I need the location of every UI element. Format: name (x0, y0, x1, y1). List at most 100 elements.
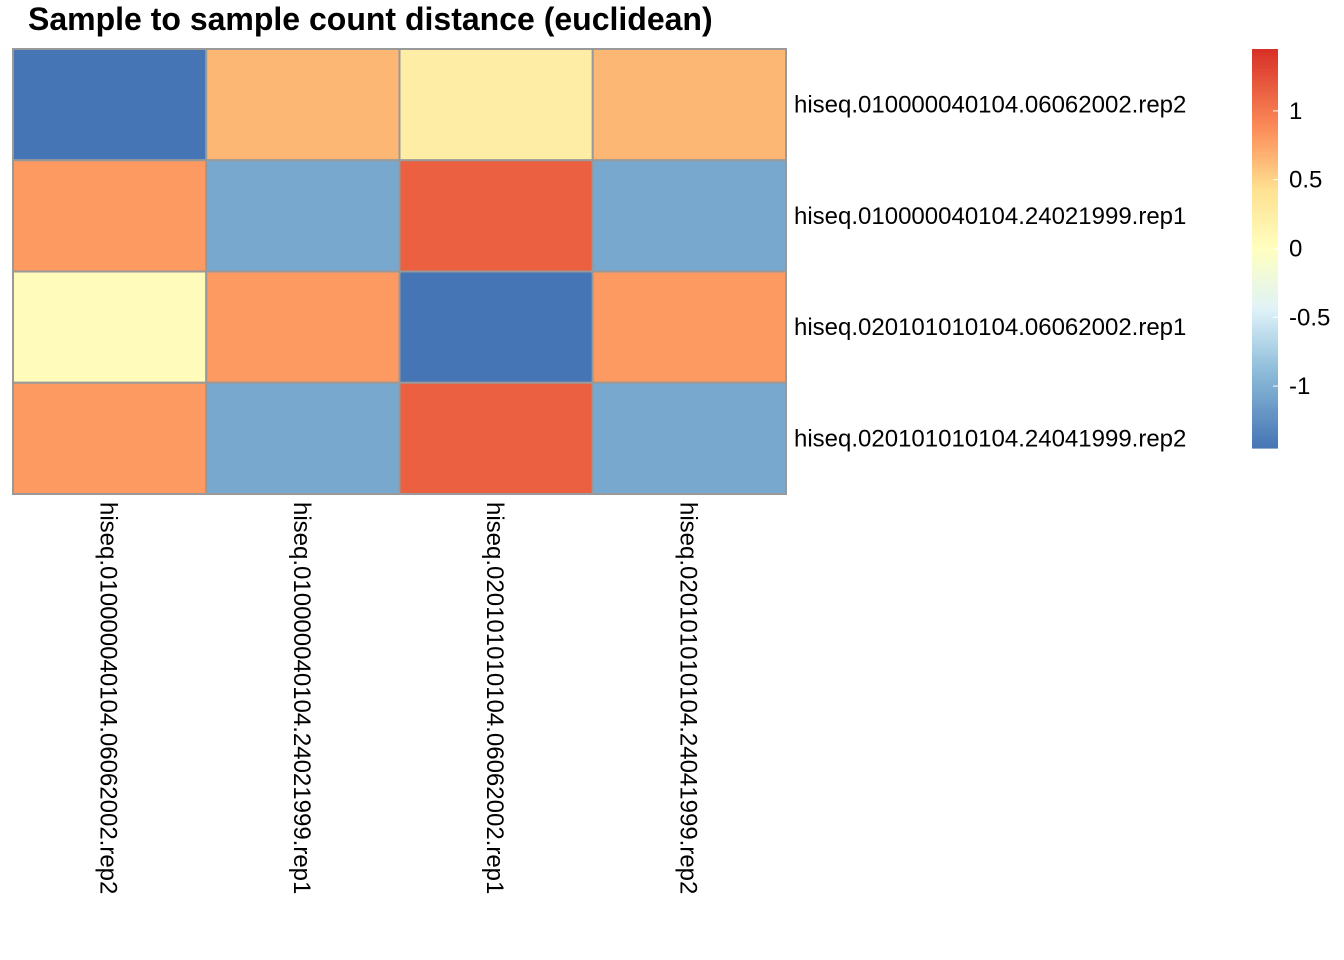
legend-color-step (1252, 231, 1278, 236)
heatmap-cell-r4-c1 (12, 381, 208, 495)
legend-color-step (1252, 258, 1278, 263)
legend-color-step (1252, 311, 1278, 316)
legend-color-step (1252, 351, 1278, 356)
legend-color-step (1252, 225, 1278, 230)
legend-color-step (1252, 98, 1278, 103)
legend-tick-label: -0.5 (1289, 304, 1330, 331)
legend-color-step (1252, 145, 1278, 150)
legend-color-step (1252, 58, 1278, 63)
legend-color-step (1252, 275, 1278, 280)
column-label: hiseq.010000040104.24021999.rep1 (288, 502, 315, 894)
row-label: hiseq.020101010104.06062002.rep1 (794, 314, 1186, 341)
legend-color-step (1252, 444, 1278, 449)
legend-color-step (1252, 404, 1278, 409)
legend-color-step (1252, 305, 1278, 309)
legend-color-step (1252, 105, 1278, 110)
legend-color-step (1252, 411, 1278, 416)
legend-color-step (1252, 241, 1278, 246)
column-labels: hiseq.010000040104.06062002.rep2 hiseq.01… (95, 502, 702, 894)
legend-color-step (1252, 148, 1278, 153)
legend-color-step (1252, 358, 1278, 363)
legend-color-step (1252, 341, 1278, 346)
legend-color-step (1252, 265, 1278, 270)
row-label: hiseq.010000040104.06062002.rep2 (794, 92, 1186, 119)
row-label: hiseq.020101010104.24041999.rep2 (794, 425, 1186, 452)
legend-color-step (1252, 118, 1278, 123)
legend-color-step (1252, 308, 1278, 313)
legend-color-step (1252, 398, 1278, 403)
heatmap-cell-r2-c2 (205, 159, 401, 273)
legend-color-step (1252, 295, 1278, 299)
legend-color-step (1252, 318, 1278, 323)
color-legend: 1 0.5 0 -0.5 -1 (1252, 49, 1330, 449)
legend-color-step (1252, 228, 1278, 233)
legend-color-step (1252, 391, 1278, 396)
legend-color-step (1252, 65, 1278, 70)
legend-color-step (1252, 128, 1278, 133)
legend-color-step (1252, 285, 1278, 289)
legend-color-step (1252, 298, 1278, 303)
legend-color-step (1252, 68, 1278, 73)
heatmap-cell-r3-c2 (205, 270, 401, 384)
legend-color-step (1252, 85, 1278, 90)
legend-color-step (1252, 428, 1278, 432)
heatmap-cells (12, 48, 787, 495)
legend-color-step (1252, 378, 1278, 383)
legend-color-step (1252, 122, 1278, 127)
legend-color-step (1252, 338, 1278, 343)
column-label: hiseq.010000040104.06062002.rep2 (95, 502, 122, 894)
heatmap-cell-r1-c2 (205, 48, 401, 162)
legend-color-step (1252, 82, 1278, 87)
legend-color-step (1252, 92, 1278, 97)
legend-color-step (1252, 155, 1278, 160)
legend-color-step (1252, 78, 1278, 83)
heatmap-cell-r3-c1 (12, 270, 208, 384)
heatmap-cell-r2-c1 (12, 159, 208, 273)
legend-color-step (1252, 291, 1278, 296)
legend-color-step (1252, 324, 1278, 329)
legend-color-step (1252, 165, 1278, 170)
legend-color-step (1252, 281, 1278, 286)
legend-tick-label: 1 (1289, 98, 1302, 125)
legend-color-step (1252, 361, 1278, 366)
legend-color-step (1252, 248, 1278, 253)
heatmap-cell-r2-c3 (398, 159, 594, 273)
legend-color-step (1252, 95, 1278, 100)
legend-color-step (1252, 238, 1278, 243)
heatmap-cell-r4-c3 (398, 381, 594, 495)
legend-color-step (1252, 112, 1278, 117)
legend-color-step (1252, 408, 1278, 413)
heatmap-cell-r4-c2 (205, 381, 401, 495)
legend-color-step (1252, 424, 1278, 429)
legend-color-step (1252, 55, 1278, 60)
legend-color-step (1252, 384, 1278, 389)
legend-color-step (1252, 344, 1278, 349)
legend-color-step (1252, 414, 1278, 419)
legend-color-step (1252, 198, 1278, 203)
legend-color-step (1252, 191, 1278, 196)
legend-color-step (1252, 271, 1278, 276)
heatmap-cell-r2-c4 (591, 159, 787, 273)
legend-color-step (1252, 235, 1278, 240)
legend-color-step (1252, 158, 1278, 163)
legend-color-step (1252, 72, 1278, 77)
legend-color-step (1252, 172, 1278, 176)
legend-color-step (1252, 368, 1278, 373)
legend-color-step (1252, 328, 1278, 333)
legend-color-step (1252, 388, 1278, 393)
legend-color-step (1252, 394, 1278, 399)
legend-tick-label: 0.5 (1289, 167, 1322, 194)
legend-color-step (1252, 354, 1278, 359)
legend-color-step (1252, 438, 1278, 442)
legend-color-step (1252, 418, 1278, 422)
legend-color-step (1252, 175, 1278, 180)
legend-color-step (1252, 255, 1278, 260)
legend-color-step (1252, 125, 1278, 130)
legend-color-step (1252, 162, 1278, 166)
legend-color-step (1252, 381, 1278, 386)
legend-color-step (1252, 331, 1278, 336)
legend-color-step (1252, 401, 1278, 406)
legend-color-step (1252, 201, 1278, 206)
legend-color-step (1252, 115, 1278, 120)
legend-color-step (1252, 211, 1278, 216)
